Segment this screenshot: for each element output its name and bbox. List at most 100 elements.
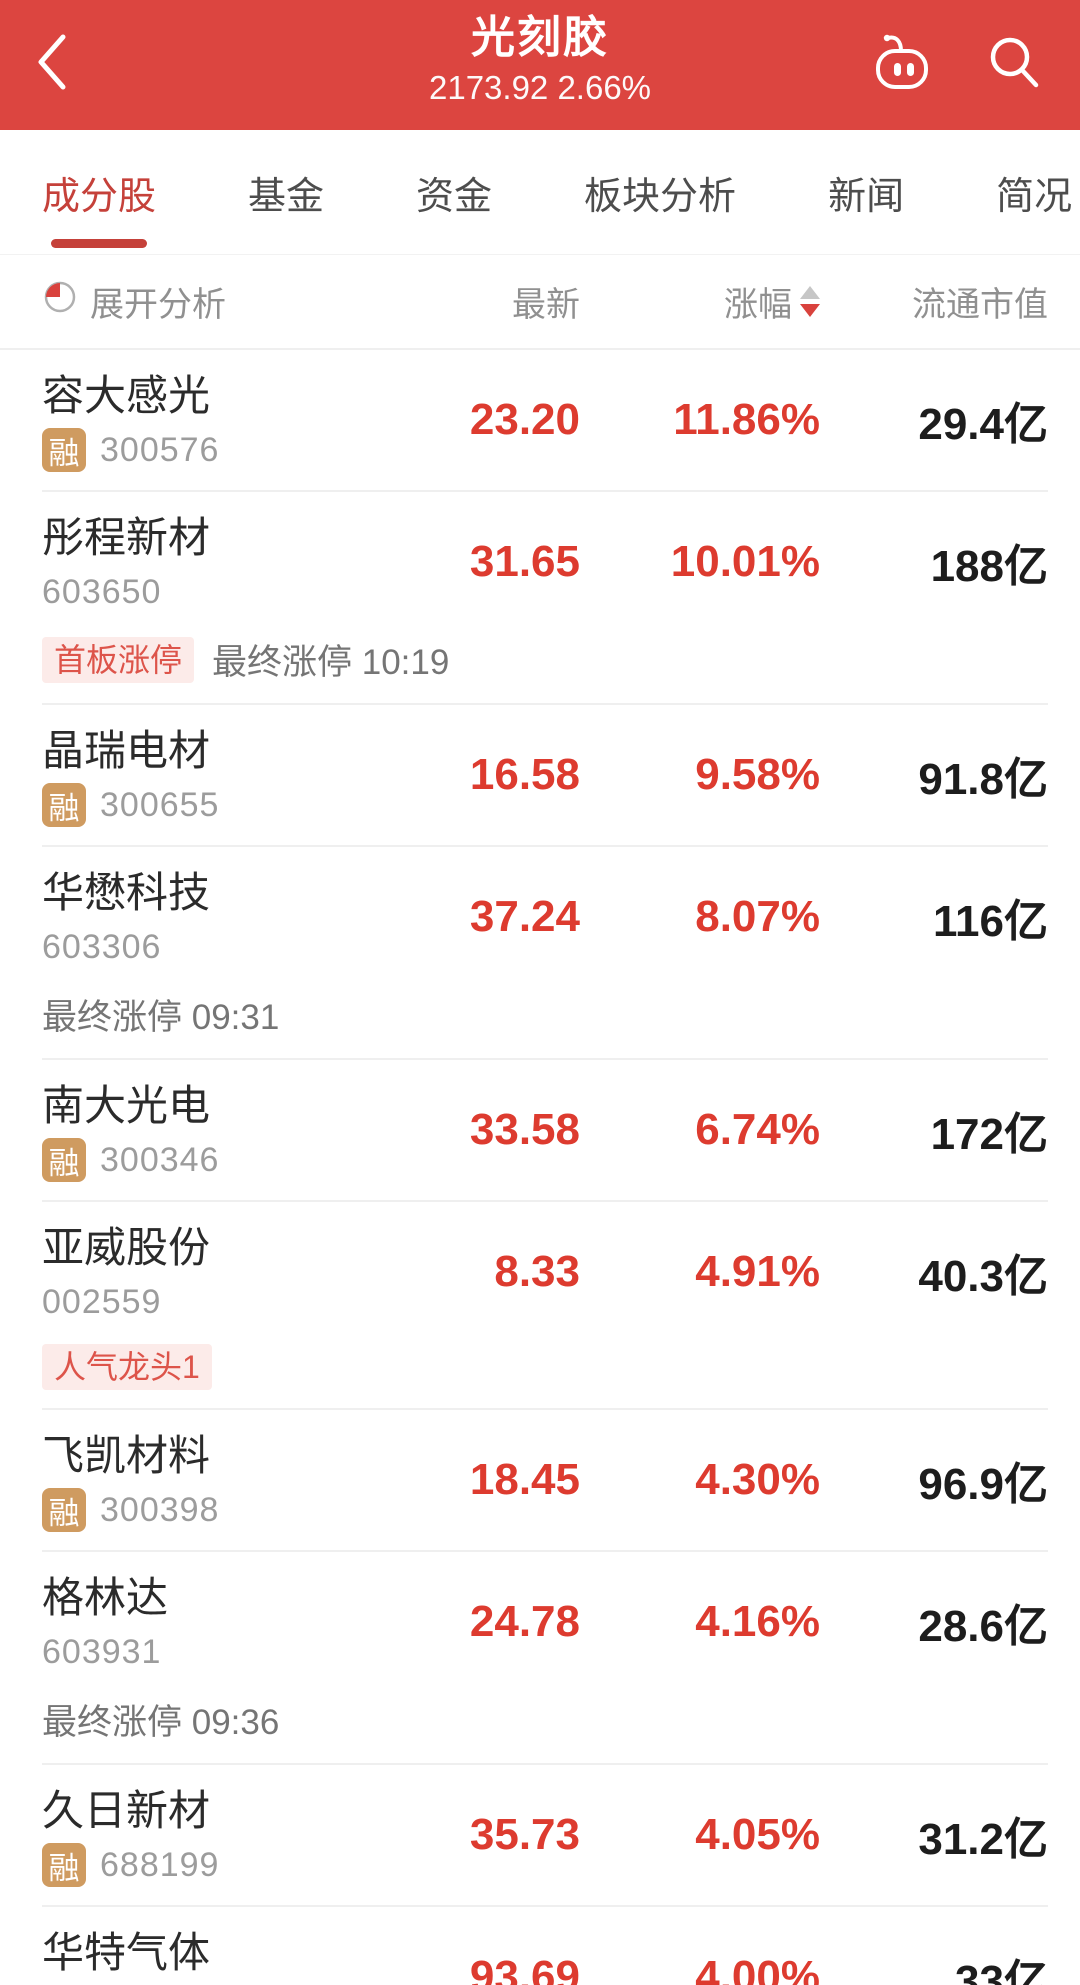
stock-name: 华懋科技 [42,869,211,916]
column-change-sort[interactable]: 涨幅 [580,277,820,326]
row-divider [42,1200,1048,1202]
stock-name: 亚威股份 [42,1224,211,1271]
stock-change: 9.58% [695,750,820,799]
expand-analysis-label: 展开分析 [90,286,226,324]
tab-news[interactable]: 新闻 [828,175,905,218]
stock-name: 久日新材 [42,1787,211,1834]
stock-price: 33.58 [469,1105,580,1154]
search-icon [984,32,1044,97]
stock-price: 93.69 [469,1952,580,1985]
stock-row[interactable]: 彤程新材 603650 31.65 10.01% 188亿 首板涨停 最终涨停 … [0,492,1080,705]
stock-change: 6.74% [695,1105,820,1154]
row-divider [42,1550,1048,1552]
stock-row[interactable]: 久日新材 融 688199 35.73 4.05% 31.2亿 [0,1765,1080,1907]
column-market-cap[interactable]: 流通市值 [912,286,1048,324]
stock-market-cap: 28.6亿 [918,1602,1048,1651]
stock-row[interactable]: 格林达 603931 24.78 4.16% 28.6亿 最终涨停 09:36 [0,1552,1080,1765]
row-divider [42,490,1048,492]
search-button[interactable] [982,32,1046,96]
row-divider [42,1058,1048,1060]
margin-badge: 融 [42,1843,86,1887]
margin-badge: 融 [42,783,86,827]
stock-market-cap: 188亿 [930,542,1048,591]
page-title: 光刻胶 [471,13,609,62]
limit-up-note: 最终涨停 09:31 [42,998,280,1037]
stock-list: 容大感光 融 300576 23.20 11.86% 29.4亿 彤程新材 60… [0,350,1080,1985]
list-header: 展开分析 最新 涨幅 流通市值 [0,255,1080,350]
stock-market-cap: 96.9亿 [918,1460,1048,1509]
stock-change: 4.05% [695,1810,820,1859]
stock-name: 格林达 [42,1574,169,1621]
stock-price: 8.33 [494,1247,580,1296]
column-change-label: 涨幅 [724,286,792,324]
row-divider [42,845,1048,847]
row-divider [42,1905,1048,1907]
stock-name: 华特气体 [42,1929,211,1976]
margin-badge: 融 [42,428,86,472]
stock-name: 容大感光 [42,372,211,419]
stock-change: 11.86% [673,395,820,444]
sort-arrows [800,286,820,317]
margin-badge: 融 [42,1138,86,1182]
stock-market-cap: 29.4亿 [918,400,1048,449]
stock-change: 4.30% [695,1455,820,1504]
stock-code: 300398 [100,1490,220,1529]
stock-code: 603306 [42,927,162,966]
row-divider [42,1763,1048,1765]
stock-price: 24.78 [469,1597,580,1646]
limit-up-note: 最终涨停 09:36 [42,1703,280,1742]
limit-up-tag: 人气龙头1 [42,1344,212,1390]
chevron-left-icon [33,31,71,98]
app-header: 光刻胶 2173.92 2.66% [0,0,1080,130]
stock-price: 31.65 [469,537,580,586]
index-quote: 2173.92 2.66% [428,69,652,106]
tab-profile[interactable]: 简况 [996,175,1073,218]
stock-name: 飞凯材料 [42,1432,211,1479]
tab-capital[interactable]: 资金 [416,175,493,218]
stock-code: 688199 [100,1845,220,1884]
stock-code: 603931 [42,1632,162,1671]
tab-bar: 成分股 基金 资金 板块分析 新闻 简况 [0,130,1080,255]
stock-change: 4.91% [695,1247,820,1296]
stock-change: 4.00% [695,1952,820,1985]
limit-up-note: 最终涨停 10:19 [212,643,450,682]
tab-constituents[interactable]: 成分股 [42,130,156,254]
tab-sector-analysis[interactable]: 板块分析 [584,175,737,218]
stock-row[interactable]: 华特气体 融 688268 93.69 4.00% 33亿 [0,1907,1080,1985]
stock-change: 4.16% [695,1597,820,1646]
stock-row[interactable]: 亚威股份 002559 8.33 4.91% 40.3亿 人气龙头1 [0,1202,1080,1410]
stock-row[interactable]: 华懋科技 603306 37.24 8.07% 116亿 最终涨停 09:31 [0,847,1080,1060]
stock-change: 8.07% [695,892,820,941]
row-divider [42,703,1048,705]
header-title-block: 光刻胶 2173.92 2.66% [0,10,1080,110]
stock-row[interactable]: 飞凯材料 融 300398 18.45 4.30% 96.9亿 [0,1410,1080,1552]
sort-desc-icon [800,304,820,317]
stock-row[interactable]: 容大感光 融 300576 23.20 11.86% 29.4亿 [0,350,1080,492]
stock-name: 彤程新材 [42,514,211,561]
tab-funds[interactable]: 基金 [248,175,325,218]
limit-up-tag: 首板涨停 [42,636,195,683]
stock-price: 23.20 [469,395,580,444]
sort-asc-icon [800,286,820,299]
stock-code: 300576 [100,430,220,469]
pie-chart-icon [42,279,78,324]
stock-price: 35.73 [469,1810,580,1859]
margin-badge: 融 [42,1488,86,1532]
stock-market-cap: 116亿 [933,897,1048,946]
stock-code: 300655 [100,785,220,824]
expand-analysis-button[interactable]: 展开分析 [42,277,390,326]
back-button[interactable] [30,30,74,98]
robot-icon [870,30,934,99]
stock-row[interactable]: 南大光电 融 300346 33.58 6.74% 172亿 [0,1060,1080,1202]
stock-name: 南大光电 [42,1082,211,1129]
stock-market-cap: 91.8亿 [918,755,1048,804]
stock-market-cap: 172亿 [930,1110,1048,1159]
stock-row[interactable]: 晶瑞电材 融 300655 16.58 9.58% 91.8亿 [0,705,1080,847]
stock-change: 10.01% [670,537,820,586]
stock-name: 晶瑞电材 [42,727,211,774]
column-latest[interactable]: 最新 [512,286,580,324]
stock-market-cap: 33亿 [955,1957,1048,1985]
stock-market-cap: 31.2亿 [918,1815,1048,1864]
stock-market-cap: 40.3亿 [918,1252,1048,1301]
assistant-button[interactable] [870,32,934,96]
